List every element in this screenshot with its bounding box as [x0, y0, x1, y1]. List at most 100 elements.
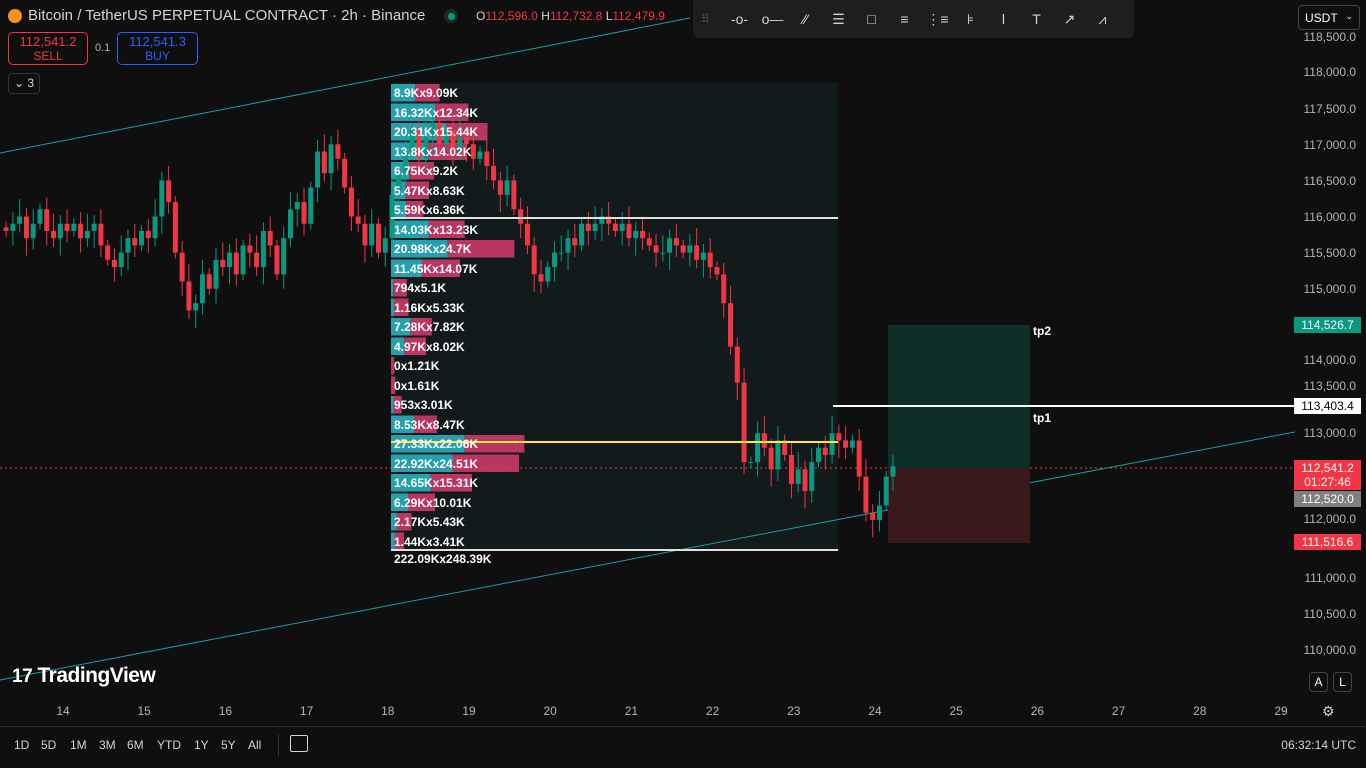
volume-profile-background	[391, 83, 838, 550]
candle	[396, 164, 402, 213]
candle	[687, 233, 693, 268]
candle	[558, 235, 564, 262]
time-axis-label: 23	[787, 704, 801, 718]
arrow-icon[interactable]: ↗	[1063, 10, 1076, 27]
time-axis-label: 29	[1274, 704, 1288, 718]
last-price: 112,541.2	[1301, 461, 1354, 475]
candle	[809, 447, 815, 503]
sell-volume-bar	[428, 220, 465, 238]
divider	[278, 734, 279, 756]
bottom-toolbar	[0, 726, 1366, 764]
buy-button[interactable]: 112,541.3 BUY	[117, 32, 198, 65]
long-position-profit-zone[interactable]	[888, 325, 1030, 468]
candle	[430, 113, 436, 155]
sell-volume-bar	[435, 103, 469, 121]
candle	[315, 139, 321, 203]
candle	[301, 187, 307, 236]
range-button-3m[interactable]: 3M	[99, 738, 116, 752]
rectangle-icon[interactable]: □	[867, 11, 876, 27]
volume-profile-row-label: 7.28Kx7.82K	[394, 320, 465, 334]
candle	[10, 212, 16, 246]
candle	[23, 207, 29, 256]
vertical-line-icon[interactable]: ǀ	[1001, 11, 1006, 27]
indicators-toggle-button[interactable]: ⌄ 3	[8, 73, 40, 94]
parallel-channel-icon[interactable]: ⁄⁄	[803, 11, 808, 27]
sell-volume-bar	[452, 454, 520, 472]
candle	[721, 262, 727, 318]
clock[interactable]: 06:32:14 UTC	[1281, 738, 1356, 752]
pitchfork-icon[interactable]: ⋮≡	[926, 10, 949, 27]
buy-volume-bar	[391, 396, 394, 414]
range-button-all[interactable]: All	[248, 738, 262, 752]
range-button-1d[interactable]: 1D	[14, 738, 30, 752]
range-button-ytd[interactable]: YTD	[157, 738, 181, 752]
candle	[254, 235, 260, 276]
candle	[748, 456, 754, 468]
buy-volume-bar	[391, 318, 411, 336]
candle	[64, 209, 70, 243]
range-button-1y[interactable]: 1Y	[194, 738, 209, 752]
candle	[870, 504, 876, 538]
candle	[139, 225, 145, 252]
volume-profile-row-label: 27.33Kx22.06K	[394, 437, 479, 451]
sell-button[interactable]: 112,541.2 SELL	[8, 32, 88, 65]
channel-lower-line[interactable]	[0, 431, 1295, 681]
candle	[193, 294, 199, 328]
candle	[105, 239, 111, 266]
range-button-6m[interactable]: 6M	[127, 738, 144, 752]
buy-volume-bar	[391, 259, 422, 277]
channel-upper-line[interactable]	[0, 17, 691, 154]
tradingview-logo[interactable]: 17 TradingView	[12, 664, 156, 687]
candle	[409, 124, 415, 158]
price-axis-label: 116,500.0	[1303, 174, 1357, 188]
range-button-5y[interactable]: 5Y	[221, 738, 236, 752]
chevron-down-icon: ⌄	[13, 76, 25, 90]
candle	[755, 421, 761, 477]
calendar-goto-date-icon[interactable]	[290, 735, 308, 752]
candle	[612, 217, 618, 237]
buy-volume-bar	[391, 298, 395, 316]
horizontal-ray-icon[interactable]: -o-	[730, 11, 749, 27]
sell-volume-bar	[396, 513, 412, 531]
price-chart[interactable]	[0, 0, 1295, 700]
volume-profile-row-label: 953x3.01K	[394, 398, 453, 412]
price-axis-label: 113,500.0	[1303, 379, 1357, 393]
sell-volume-bar	[410, 318, 432, 336]
buy-volume-bar	[391, 435, 465, 453]
volume-profile-row-label: 1.44Kx3.41K	[394, 534, 465, 549]
symbol-title[interactable]: Bitcoin / TetherUS PERPETUAL CONTRACT · …	[28, 7, 426, 24]
text-icon[interactable]: T	[1032, 11, 1041, 27]
candle	[71, 217, 77, 237]
candle	[240, 239, 246, 281]
candle	[700, 243, 706, 278]
range-button-1m[interactable]: 1M	[70, 738, 87, 752]
fib-extension-icon[interactable]: ≡	[900, 11, 909, 27]
buy-price: 112,541.3	[129, 34, 186, 49]
horizontal-line-icon[interactable]: o—	[761, 11, 784, 27]
sell-volume-bar	[394, 532, 405, 550]
candle	[199, 259, 205, 315]
volume-profile-row-label: 5.59Kx6.36K	[394, 203, 465, 217]
range-button-5d[interactable]: 5D	[41, 738, 57, 752]
candle	[728, 285, 734, 356]
candle	[599, 207, 605, 242]
long-position-loss-zone[interactable]	[888, 468, 1030, 543]
sell-volume-bar	[404, 337, 427, 355]
log-scale-button[interactable]: L	[1333, 672, 1352, 692]
drag-handle-icon[interactable]: ⠿	[701, 12, 710, 26]
fib-retracement-icon[interactable]: ☰	[832, 10, 845, 27]
auto-scale-button[interactable]: A	[1309, 672, 1328, 692]
path-icon[interactable]: ⩘	[1098, 10, 1107, 27]
candle	[233, 238, 239, 286]
buy-label: BUY	[145, 49, 170, 63]
gear-icon[interactable]: ⚙	[1322, 703, 1335, 719]
order-quantity[interactable]: 0.1	[95, 42, 111, 54]
sell-volume-bar	[391, 376, 396, 394]
candle	[227, 243, 233, 285]
target-price-tag: 114,526.7	[1294, 317, 1361, 333]
currency-select[interactable]: USDT ⌄	[1298, 5, 1360, 30]
volume-profile-icon[interactable]: ⊧	[966, 10, 975, 27]
price-axis-label: 117,500.0	[1303, 102, 1357, 116]
price-axis-label: 115,000.0	[1303, 282, 1357, 296]
candle	[206, 268, 212, 295]
